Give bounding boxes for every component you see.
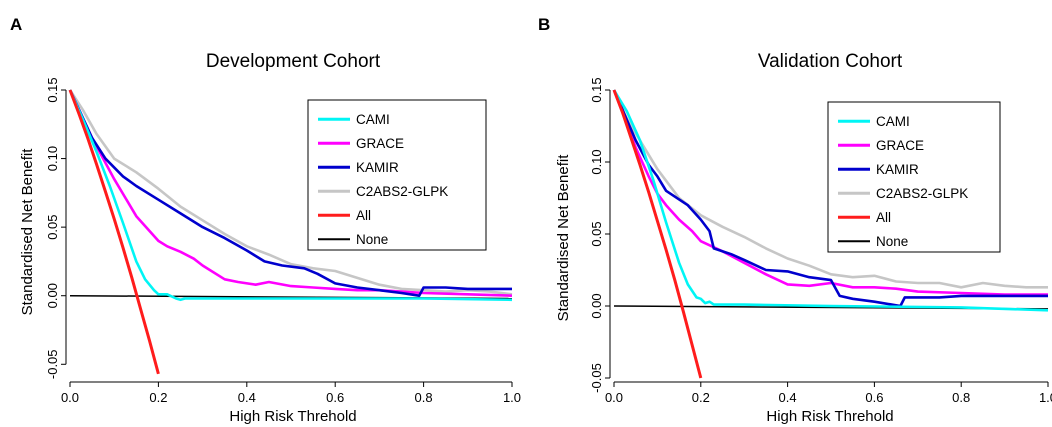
panel-validation: B Validation Cohort High Risk Threhold S…: [538, 15, 1052, 425]
panel-letter: A: [10, 15, 22, 34]
legend: CAMI GRACE KAMIR C2ABS2-GLPK All None: [827, 101, 1001, 253]
x-tick-label: 0.4: [779, 390, 797, 405]
y-axis-label: Standardised Net Benefit: [555, 154, 572, 322]
y-axis-label: Standardised Net Benefit: [19, 148, 36, 316]
legend-label: All: [356, 208, 371, 223]
y-tick-label: 0.15: [589, 77, 604, 102]
y-tick-label: 0.00: [589, 293, 604, 318]
plot-area: [612, 89, 1049, 379]
panel-letter: B: [538, 15, 550, 34]
chart-title: Development Cohort: [206, 51, 381, 72]
series-line-all: [68, 89, 160, 375]
x-tick-label: 0.0: [605, 390, 623, 405]
legend-label: C2ABS2-GLPK: [876, 186, 968, 201]
series-line-c2abs2-glpk: [612, 89, 1048, 289]
chart-title: Validation Cohort: [758, 51, 903, 72]
legend-label: None: [876, 234, 908, 249]
x-tick-label: 1.0: [1039, 390, 1052, 405]
legend-label: CAMI: [876, 114, 910, 129]
series-line-kamir: [612, 89, 1048, 308]
legend-label: GRACE: [356, 136, 404, 151]
y-tick-label: 0.10: [589, 149, 604, 174]
legend-label: KAMIR: [356, 160, 399, 175]
x-tick-label: 0.8: [415, 390, 433, 405]
y-tick-label: -0.05: [589, 363, 604, 393]
x-tick-label: 0.0: [61, 390, 79, 405]
x-axis-label: High Risk Threhold: [229, 408, 356, 425]
legend-label: KAMIR: [876, 162, 919, 177]
legend-label: CAMI: [356, 112, 390, 127]
legend-label: GRACE: [876, 138, 924, 153]
series-line-kamir: [68, 89, 512, 298]
x-tick-label: 1.0: [503, 390, 521, 405]
series-line-cami: [68, 89, 513, 302]
x-tick-label: 0.2: [692, 390, 710, 405]
x-tick-label: 0.6: [865, 390, 883, 405]
y-tick-label: 0.15: [45, 77, 60, 102]
series-line-cami: [612, 89, 1049, 312]
y-tick-label: 0.05: [45, 214, 60, 239]
x-tick-label: 0.4: [238, 390, 256, 405]
legend-label: C2ABS2-GLPK: [356, 184, 448, 199]
y-tick-label: -0.05: [45, 349, 60, 379]
series-line-c2abs2-glpk: [68, 89, 513, 296]
y-tick-label: 0.00: [45, 283, 60, 308]
legend-box: [307, 99, 487, 251]
y-tick-label: 0.05: [589, 221, 604, 246]
legend-label: None: [356, 232, 388, 247]
series-line-grace: [612, 89, 1048, 296]
legend-label: All: [876, 210, 891, 225]
legend: CAMI GRACE KAMIR C2ABS2-GLPK All None: [307, 99, 487, 251]
x-axis-label: High Risk Threhold: [766, 408, 893, 425]
panel-development: A Development Cohort High Risk Threhold …: [10, 15, 521, 425]
x-tick-label: 0.2: [149, 390, 167, 405]
y-tick-label: 0.10: [45, 146, 60, 171]
plot-area: [68, 89, 513, 375]
series-line-all: [612, 89, 703, 379]
legend-box: [827, 101, 1001, 253]
x-tick-label: 0.8: [952, 390, 970, 405]
x-tick-label: 0.6: [326, 390, 344, 405]
